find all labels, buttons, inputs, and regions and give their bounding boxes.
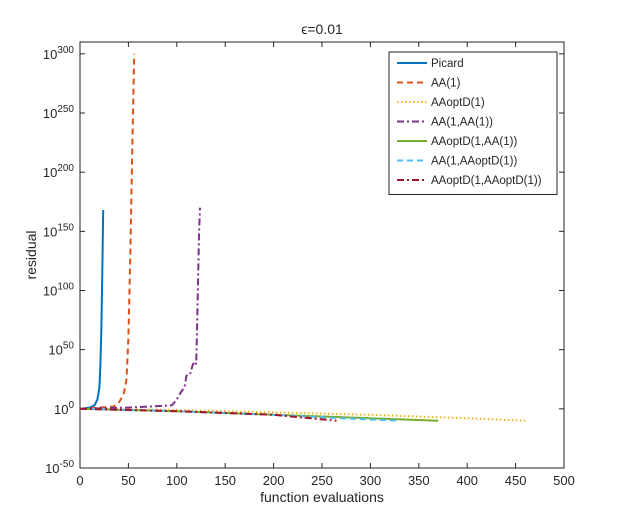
legend-label: AAoptD(1,AAoptD(1)) bbox=[431, 175, 542, 187]
series-layer bbox=[79, 53, 526, 422]
series-line-7 bbox=[79, 407, 337, 422]
legend-label: AAoptD(1,AA(1)) bbox=[431, 136, 517, 148]
x-tick-label: 0 bbox=[76, 473, 83, 488]
series-line-2 bbox=[79, 53, 136, 410]
legend-label: AA(1,AAoptD(1)) bbox=[431, 156, 517, 168]
legend: Picard AA(1) AAoptD(1) AA(1,AA(1)) AAoptD(1,… bbox=[388, 51, 558, 195]
x-tick-label: 300 bbox=[360, 473, 382, 488]
x-tick-label: 200 bbox=[263, 473, 285, 488]
x-tick-label: 350 bbox=[408, 473, 430, 488]
y-tick-label: 1050 bbox=[48, 341, 74, 358]
y-tick-label: 100 bbox=[54, 400, 74, 417]
legend-label: AAoptD(1) bbox=[431, 97, 485, 109]
x-axis-label: function evaluations bbox=[260, 489, 384, 505]
legend-label: AA(1) bbox=[431, 78, 461, 90]
y-tick-label: 10250 bbox=[43, 104, 75, 121]
x-tick-label: 100 bbox=[166, 473, 188, 488]
x-tick-label: 450 bbox=[505, 473, 527, 488]
x-tick-label: 250 bbox=[311, 473, 333, 488]
x-tick-label: 500 bbox=[553, 473, 575, 488]
x-tick-label: 50 bbox=[121, 473, 135, 488]
x-tick-label: 400 bbox=[456, 473, 478, 488]
y-tick-label: 10300 bbox=[43, 45, 75, 62]
x-tick-label: 150 bbox=[214, 473, 236, 488]
legend-label: AA(1,AA(1)) bbox=[431, 117, 493, 129]
series-line-4 bbox=[79, 207, 201, 410]
series-line-1 bbox=[79, 209, 105, 410]
y-tick-label: 10-50 bbox=[45, 459, 74, 476]
legend-box bbox=[388, 51, 558, 195]
y-axis-label: residual bbox=[23, 230, 39, 279]
legend-label: Picard bbox=[431, 58, 464, 70]
y-tick-label: 10150 bbox=[43, 222, 75, 239]
y-tick-label: 10100 bbox=[43, 282, 75, 299]
y-tick-label: 10200 bbox=[43, 163, 75, 180]
chart-title: ϵ=0.01 bbox=[301, 21, 343, 37]
